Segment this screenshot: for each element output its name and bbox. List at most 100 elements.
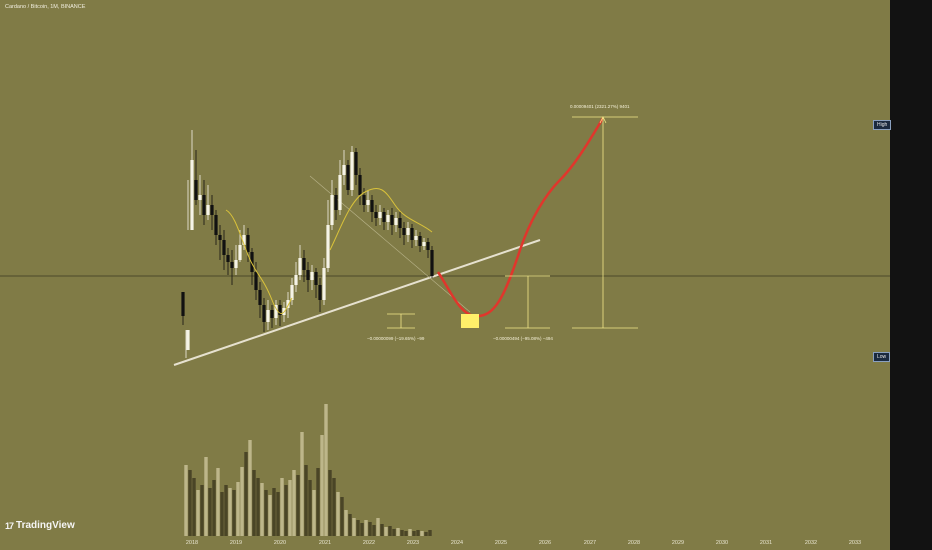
tradingview-logo[interactable]: 17 TradingView: [5, 520, 75, 531]
x-tick-label: 2020: [273, 540, 287, 546]
candle-body: [326, 225, 330, 268]
time-axis[interactable]: 2018 2019 2020 2021 2022 2023 2024 2025 2026 2027…: [0, 538, 890, 550]
candle-body: [254, 272, 258, 290]
candle-body: [250, 252, 254, 272]
volume-bar: [240, 467, 244, 536]
candle-body: [290, 285, 294, 300]
x-tick-label: 2027: [583, 540, 597, 546]
chart-plot-area[interactable]: [0, 0, 890, 550]
volume-bar: [264, 490, 268, 536]
candle-body: [262, 305, 266, 322]
candle-body: [322, 268, 326, 300]
x-tick-label: 2029: [671, 540, 685, 546]
volume-bar: [364, 520, 368, 536]
x-tick-label: 2033: [848, 540, 862, 546]
x-tick-label: 2019: [229, 540, 243, 546]
volume-bar: [412, 531, 416, 536]
projection-path: [436, 117, 605, 318]
volume-bar: [248, 440, 252, 536]
volume-bar: [340, 497, 344, 536]
volume-bar: [300, 432, 304, 536]
volume-bar: [208, 488, 212, 536]
right-sidebar: [890, 0, 932, 550]
x-tick-label: 2026: [538, 540, 552, 546]
x-tick-label: 2024: [450, 540, 464, 546]
candle-body: [238, 245, 242, 260]
candle-body: [358, 175, 362, 195]
candle-body: [342, 165, 346, 175]
volume-bar: [276, 492, 280, 536]
volume-bar: [204, 457, 208, 536]
tradingview-logo-text: TradingView: [16, 520, 75, 531]
volume-bar: [188, 470, 192, 536]
x-tick-label: 2018: [185, 540, 199, 546]
high-price-label: High: [873, 120, 892, 130]
candle-body: [234, 260, 238, 268]
volume-bar: [212, 480, 216, 536]
low-price-label: Low: [873, 352, 891, 362]
candle-body: [194, 180, 198, 200]
volume-bar: [416, 530, 420, 536]
candle-body: [298, 258, 302, 275]
candle-body: [186, 330, 190, 350]
volume-bar: [420, 531, 424, 536]
candle-body: [294, 275, 298, 285]
candle-body: [414, 236, 418, 240]
volume-bar: [268, 495, 272, 536]
volume-bar: [256, 478, 260, 536]
volume-bar: [404, 531, 408, 536]
volume-bar: [328, 470, 332, 536]
volume-bar: [316, 468, 320, 536]
candle-body: [374, 212, 378, 218]
candle-body: [270, 310, 274, 318]
x-tick-label: 2021: [318, 540, 332, 546]
candle-body: [226, 255, 230, 262]
candle-body: [318, 285, 322, 300]
volume-bar: [196, 490, 200, 536]
candle-body: [230, 262, 234, 268]
candle-body: [190, 160, 194, 230]
volume-bar: [392, 529, 396, 536]
volume-bar: [236, 482, 240, 536]
candle-body: [406, 228, 410, 235]
candle-body: [218, 235, 222, 240]
x-tick-label: 2025: [494, 540, 508, 546]
candle-body: [258, 290, 262, 305]
volume-bar: [228, 488, 232, 536]
candle-body: [370, 200, 374, 212]
candle-body: [382, 212, 386, 222]
symbol-title: Cardano / Bitcoin, 1M, BINANCE: [5, 4, 86, 10]
volume-bar: [424, 532, 428, 536]
volume-bar: [388, 526, 392, 536]
volume-bar: [348, 514, 352, 536]
volume-bar: [324, 404, 328, 536]
candle-body: [181, 292, 185, 316]
volume-bar: [380, 524, 384, 536]
volume-bar: [376, 518, 380, 536]
candle-body: [198, 195, 202, 200]
candle-body: [410, 228, 414, 240]
volume-bar: [220, 492, 224, 536]
volume-bar: [356, 520, 360, 536]
candle-body: [310, 272, 314, 280]
candle-body: [222, 240, 226, 255]
volume-bar: [284, 485, 288, 536]
tradingview-logo-icon: 17: [5, 520, 14, 531]
candle-body: [386, 215, 390, 222]
volume-bar: [320, 435, 324, 536]
candle-body: [346, 165, 350, 190]
candle-body: [422, 242, 426, 246]
volume-bar: [344, 510, 348, 536]
price-chart-svg[interactable]: [0, 0, 890, 550]
volume-bar: [280, 478, 284, 536]
candle-body: [330, 195, 334, 225]
volume-bar: [400, 530, 404, 536]
x-tick-label: 2022: [362, 540, 376, 546]
candle-body: [202, 195, 206, 215]
candle-body: [390, 215, 394, 225]
moving-average-line: [225, 209, 293, 315]
candle-body: [354, 152, 358, 175]
high-target-annotation: 0.00009401 (2321.27%) 9401: [570, 104, 630, 109]
volume-bar: [308, 480, 312, 536]
